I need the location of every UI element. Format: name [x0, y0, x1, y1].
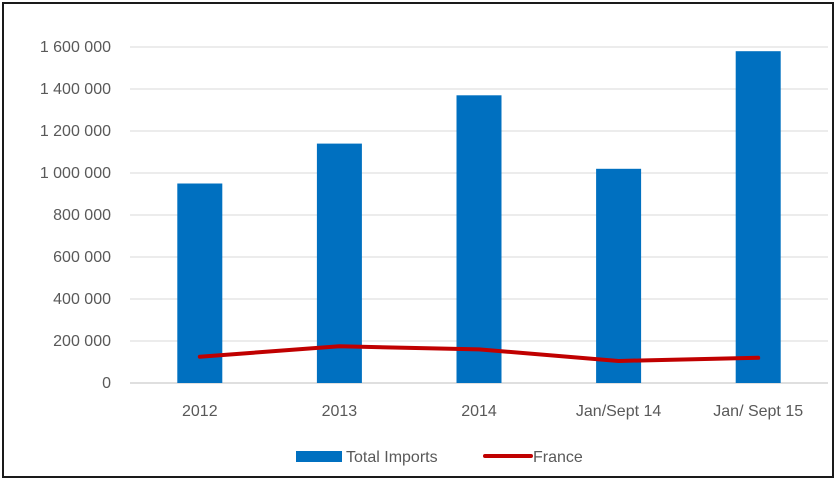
legend-label-france: France	[533, 449, 583, 466]
y-tick-label: 1 600 000	[40, 39, 111, 56]
x-tick-label: Jan/Sept 14	[576, 403, 662, 420]
y-tick-label: 600 000	[53, 249, 111, 266]
y-tick-label: 0	[102, 375, 111, 392]
y-tick-label: 1 000 000	[40, 165, 111, 182]
line-series-france	[197, 344, 761, 363]
bar	[456, 95, 502, 384]
bar-series-total-imports	[177, 51, 781, 384]
x-axis-tick-labels: 2012 2013 2014 Jan/Sept 14 Jan/ Sept 15	[182, 403, 803, 420]
legend: Total Imports France	[296, 449, 583, 466]
x-tick-label: 2014	[461, 403, 497, 420]
bar	[316, 143, 362, 383]
bar	[177, 183, 223, 383]
y-tick-label: 800 000	[53, 207, 111, 224]
line-path	[197, 344, 761, 363]
y-tick-label: 200 000	[53, 333, 111, 350]
bar	[735, 51, 781, 383]
bar	[596, 168, 642, 383]
y-tick-label: 1 200 000	[40, 123, 111, 140]
y-tick-label: 400 000	[53, 291, 111, 308]
legend-label-total-imports: Total Imports	[346, 449, 438, 466]
x-tick-label: Jan/ Sept 15	[713, 403, 803, 420]
y-tick-label: 1 400 000	[40, 81, 111, 98]
legend-swatch-total-imports	[296, 451, 342, 462]
y-axis-tick-labels: 0 200 000 400 000 600 000 800 000 1 000 000 1 …	[40, 39, 111, 392]
x-tick-label: 2012	[182, 403, 218, 420]
x-tick-label: 2013	[322, 403, 358, 420]
